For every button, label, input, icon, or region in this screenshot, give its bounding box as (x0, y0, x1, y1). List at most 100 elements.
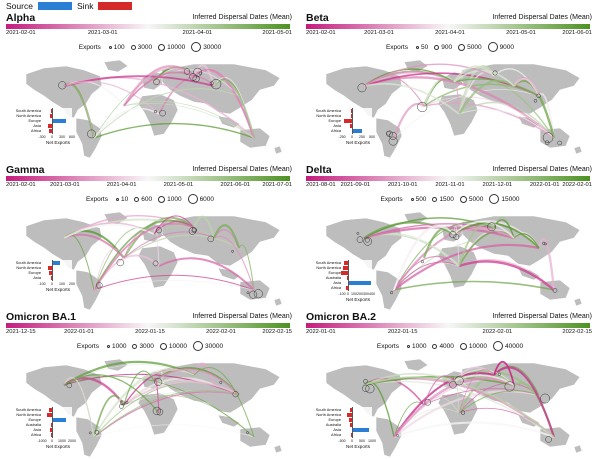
x-tick-label: 300 (59, 135, 65, 139)
world-map (25, 59, 283, 159)
dispersal-arc (63, 81, 95, 139)
date-tick: 2021-12-15 (6, 329, 36, 335)
export-circle (424, 399, 431, 406)
export-circle (449, 231, 457, 239)
land-shape (573, 145, 583, 155)
export-circle (246, 431, 249, 434)
dispersal-arc (192, 362, 216, 386)
export-circle (420, 260, 425, 264)
land-shape (325, 217, 403, 271)
panel-title: Alpha (6, 12, 36, 24)
date-tick: 2021-09-01 (340, 182, 371, 188)
dispersal-arc (213, 236, 255, 291)
land-shape (239, 426, 271, 448)
source-swatch (37, 2, 72, 10)
net-exports-bar (344, 118, 352, 123)
export-circle (363, 379, 368, 384)
exports-size-value: 1500 (439, 195, 454, 203)
dispersal-arc (493, 366, 555, 438)
dispersal-arc (93, 122, 255, 139)
exports-size-value: 1000 (111, 342, 127, 350)
exports-size-item: 6000 (187, 194, 214, 204)
net-exports-label: Net Exports (46, 287, 70, 292)
net-exports-bar (352, 128, 363, 133)
dispersal-arc (363, 372, 455, 386)
dispersal-arc (393, 390, 540, 438)
dispersal-arc (193, 68, 255, 139)
exports-size-value: 1000 (411, 342, 427, 350)
date-tick: 2022-02-15 (562, 329, 592, 335)
dispersal-arc (93, 391, 240, 438)
region-label: Europe (328, 118, 341, 123)
net-exports-row: Asia (33, 275, 72, 280)
x-tick-label: 0 (51, 282, 53, 286)
land-shape (239, 279, 271, 301)
map-panel-delta: Delta Inferred Dispersal Dates (Mean) 2021… (304, 164, 596, 312)
sink-label: Sink (76, 1, 94, 11)
exports-size-item: 900 (434, 44, 452, 51)
dispersal-arc (123, 67, 195, 107)
exports-size-value: 9000 (499, 43, 515, 51)
net-exports-row: Australia (326, 422, 372, 427)
size-circle-icon (492, 341, 503, 351)
land-shape (137, 93, 179, 137)
date-tick: 2021-05-01 (506, 30, 536, 36)
net-exports-row: Asia (33, 427, 72, 432)
exports-size-item: 3000 (130, 43, 153, 51)
export-circle (492, 70, 498, 76)
zero-line (352, 407, 353, 438)
size-circle-icon (432, 196, 438, 202)
date-tick: 2021-05-01 (163, 182, 194, 188)
land-shape (75, 117, 103, 159)
exports-label: Exports (385, 43, 408, 51)
dispersal-arc (393, 261, 460, 291)
net-exports-row: South America (16, 407, 72, 412)
net-exports-row: South America (316, 407, 372, 412)
size-circle-icon (410, 197, 414, 201)
dispersal-arc (123, 234, 240, 259)
exports-size-value: 600 (141, 195, 153, 203)
export-circle (207, 235, 215, 243)
net-exports-label: Net Exports (346, 297, 370, 302)
export-circle (557, 140, 562, 146)
export-circle (155, 227, 163, 234)
date-gradient-bar (6, 176, 290, 181)
dispersal-arc (93, 424, 255, 438)
dispersal-arc (393, 238, 540, 291)
exports-size-value: 3000 (137, 43, 153, 51)
world-map (325, 358, 583, 458)
exports-size-value: 10000 (168, 342, 187, 350)
x-tick-label: -100 (38, 282, 46, 286)
exports-label: Exports (78, 43, 101, 51)
date-tick: 2022-02-01 (562, 182, 592, 188)
panel-title: Omicron BA.1 (6, 311, 77, 323)
dispersal-arc (453, 227, 515, 239)
exports-size-legend: Exports 1000 3000 10000 30000 (4, 339, 296, 353)
x-tick-label: -100 (338, 292, 346, 296)
export-circle (232, 391, 239, 398)
size-circle-icon (158, 43, 166, 51)
region-label: Asia (333, 280, 341, 285)
exports-size-value: 1000 (167, 195, 182, 203)
net-exports-row: South America (316, 108, 372, 113)
date-gradient-bar (306, 24, 590, 29)
exports-size-item: 30000 (191, 42, 221, 52)
net-exports-row: North America (16, 265, 72, 270)
net-exports-label: Net Exports (346, 444, 370, 449)
size-circle-icon (116, 197, 119, 201)
gradient-title: Inferred Dispersal Dates (Mean) (492, 313, 592, 320)
date-tick: 2022-01-01 (64, 329, 94, 335)
export-circle (159, 109, 166, 117)
date-tick: 2022-01-15 (135, 329, 165, 335)
net-exports-row: Africa (31, 128, 72, 133)
world-map (325, 59, 583, 159)
export-circle (533, 99, 538, 103)
exports-size-item: 10 (116, 196, 128, 203)
exports-size-item: 1000 (406, 342, 427, 350)
land-shape (375, 269, 403, 311)
date-tick: 2021-11-01 (435, 182, 465, 188)
dispersal-arc (493, 361, 515, 386)
export-circle (544, 242, 547, 246)
exports-size-value: 30000 (204, 342, 224, 350)
exports-label: Exports (376, 342, 399, 350)
